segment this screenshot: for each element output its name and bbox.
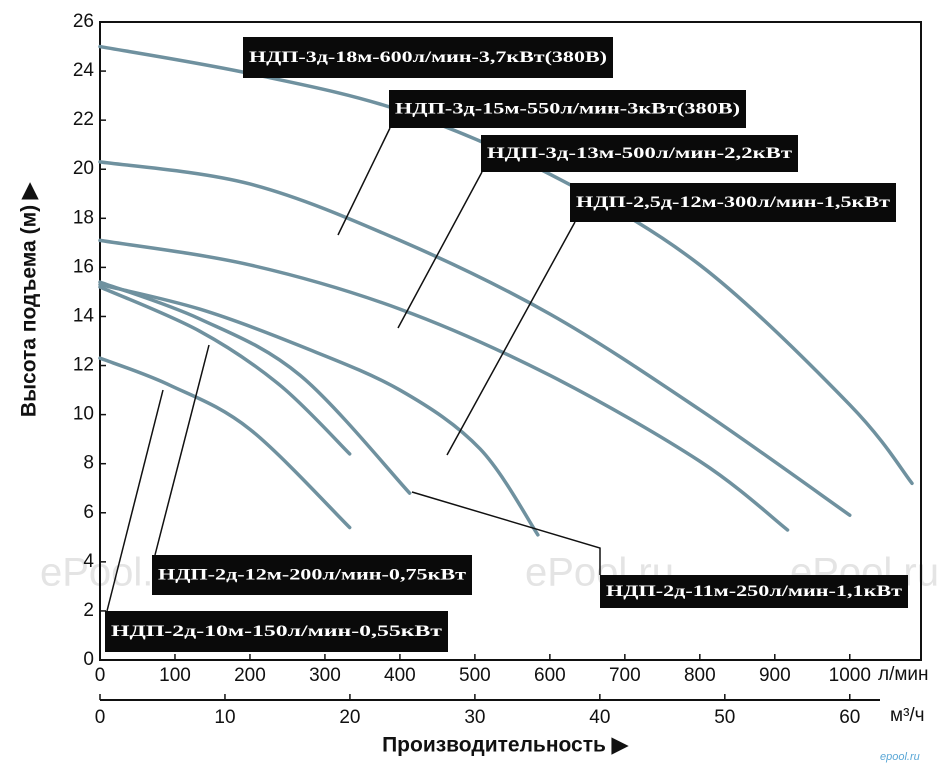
y-tick-label: 4 [83, 551, 94, 572]
y-tick-label: 2 [83, 600, 94, 621]
y-axis-label: Высота подъема (м) ▶ [18, 182, 41, 417]
pump-curve [98, 280, 412, 495]
callout-box [481, 135, 798, 172]
y-tick-label: 22 [73, 109, 94, 130]
x2-tick-label: 20 [339, 707, 360, 728]
y-tick-label: 10 [73, 404, 94, 425]
x2-unit: м³/ч [890, 705, 925, 726]
x-tick-label: 700 [609, 665, 641, 686]
leader-line [154, 344, 210, 556]
x-tick-label: 200 [234, 665, 266, 686]
watermark-small: epool.ru [880, 751, 920, 763]
y-tick-label: 8 [83, 453, 94, 474]
leader-line [397, 171, 483, 329]
x-tick-label: 0 [95, 665, 106, 686]
y-tick-label: 6 [83, 502, 94, 523]
callout-label: НДП-2д-10м-150л/мин-0,55кВт [111, 623, 442, 640]
callout-label: НДП-3д-18м-600л/мин-3,7кВт(380В) [249, 49, 607, 66]
x2-tick-label: 0 [95, 707, 106, 728]
x2-tick-label: 60 [839, 707, 860, 728]
y-tick-label: 16 [73, 256, 94, 277]
callout-label: НДП-2,5д-12м-300л/мин-1,5кВт [576, 194, 890, 211]
y-tick-label: 14 [73, 305, 95, 326]
callout-box [570, 183, 896, 222]
callout-label: НДП-3д-15м-550л/мин-3кВт(380В) [395, 101, 740, 118]
pump-curve [98, 238, 790, 532]
callout-box [152, 555, 472, 595]
plot-frame [99, 21, 922, 661]
leader-line [446, 221, 576, 456]
y-tick-label: 0 [83, 649, 94, 670]
x-tick-label: 400 [384, 665, 416, 686]
callout-label: НДП-2д-11м-250л/мин-1,1кВт [606, 583, 902, 600]
x-tick-label: 100 [159, 665, 191, 686]
leader-line [337, 127, 391, 236]
x-tick-label: 500 [459, 665, 491, 686]
y-tick-label: 20 [73, 158, 94, 179]
leader-line [411, 491, 601, 575]
x-tick-label: 300 [309, 665, 341, 686]
callout-box [243, 37, 613, 78]
pump-curve [98, 282, 540, 537]
x-axis-label: Производительность ▶ [382, 734, 629, 757]
leader-line [106, 389, 164, 612]
y-tick-label: 18 [73, 207, 94, 228]
pump-curve [98, 285, 352, 456]
callout-box [105, 611, 448, 652]
pump-curve [98, 356, 352, 530]
x2-tick-label: 10 [214, 707, 235, 728]
pump-curve [98, 160, 852, 517]
callout-box [389, 90, 746, 128]
callout-label: НДП-3д-13м-500л/мин-2,2кВт [487, 145, 792, 162]
y-tick-label: 12 [73, 355, 94, 376]
callout-label: НДП-2д-12м-200л/мин-0,75кВт [158, 567, 466, 584]
x-unit: л/мин [878, 664, 929, 685]
x2-tick-label: 50 [714, 707, 735, 728]
x-tick-label: 800 [684, 665, 716, 686]
x-tick-label: 600 [534, 665, 566, 686]
y-tick-label: 24 [73, 60, 95, 81]
x-tick-label: 1000 [829, 665, 871, 686]
y-tick-label: 26 [73, 11, 94, 32]
x2-tick-label: 30 [464, 707, 485, 728]
x-tick-label: 900 [759, 665, 791, 686]
x2-tick-label: 40 [589, 707, 610, 728]
callout-box [600, 575, 908, 608]
